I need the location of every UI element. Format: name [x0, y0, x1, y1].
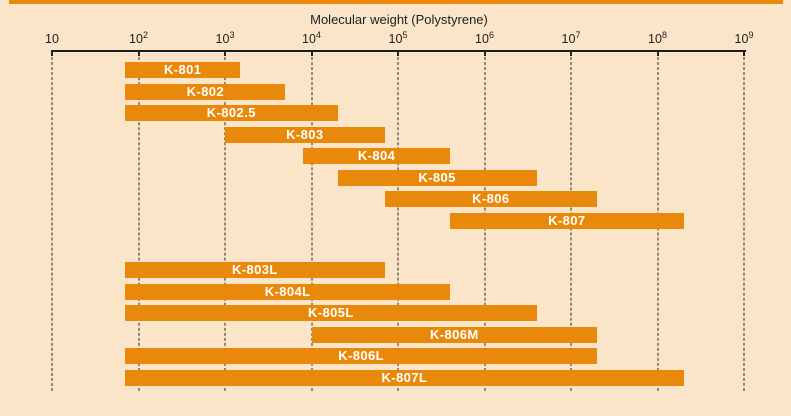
bar-label: K-802: [186, 83, 224, 99]
decade-gridline: [311, 52, 312, 391]
range-bar-k-805: K-805: [337, 169, 537, 186]
range-bar-k-802-5: K-802.5: [125, 105, 338, 121]
bar-label: K-803L: [231, 262, 278, 277]
range-bar-k-807l: K-807L: [125, 369, 684, 386]
bar-label: K-805L: [307, 305, 354, 320]
bar-label: K-807L: [381, 369, 428, 385]
decade-gridline: [743, 52, 745, 391]
bar-label: K-806: [472, 191, 510, 206]
bar-label: K-804L: [264, 283, 311, 299]
range-bar-k-803: K-803: [225, 126, 385, 143]
range-bar-k-806: K-806: [384, 191, 598, 207]
bar-label: K-801: [163, 62, 202, 77]
bar-label: K-802.5: [206, 105, 256, 120]
bar-label: K-807: [548, 212, 586, 228]
bar-label: K-804: [357, 148, 396, 163]
range-bar-k-802: K-802: [125, 83, 286, 100]
range-bar-k-804: K-804: [303, 148, 451, 164]
range-bar-k-806m: K-806M: [311, 326, 598, 343]
decade-gridline: [138, 52, 139, 391]
axis-tick-label: 107: [561, 29, 581, 46]
x-axis-line: [51, 50, 746, 52]
range-bar-k-805l: K-805L: [125, 305, 537, 321]
axis-tick-label: 105: [388, 29, 408, 46]
axis-tick-label: 103: [215, 29, 235, 46]
range-bar-k-801: K-801: [125, 62, 241, 78]
axis-tick-label: 106: [475, 29, 494, 46]
range-bar-k-807: K-807: [450, 212, 684, 229]
bar-label: K-806M: [429, 326, 479, 342]
bar-label: K-805: [418, 169, 456, 185]
axis-tick-label: 102: [129, 29, 148, 46]
axis-tick-label: 104: [302, 29, 321, 46]
axis-tick-label: 109: [734, 29, 754, 46]
chart-title: Molecular weight (Polystyrene): [310, 12, 488, 27]
bar-label: K-806L: [338, 348, 384, 363]
decade-gridline: [397, 52, 399, 391]
range-bar-k-804l: K-804L: [125, 283, 451, 300]
range-bar-k-803l: K-803L: [125, 262, 385, 278]
decade-gridline: [224, 52, 226, 391]
axis-tick-label: 108: [648, 29, 667, 46]
bar-label: K-803: [286, 126, 324, 142]
axis-tick-label: 10: [45, 32, 59, 46]
range-bar-k-806l: K-806L: [125, 348, 598, 364]
decade-gridline: [51, 52, 53, 391]
accent-strip: [9, 0, 783, 4]
